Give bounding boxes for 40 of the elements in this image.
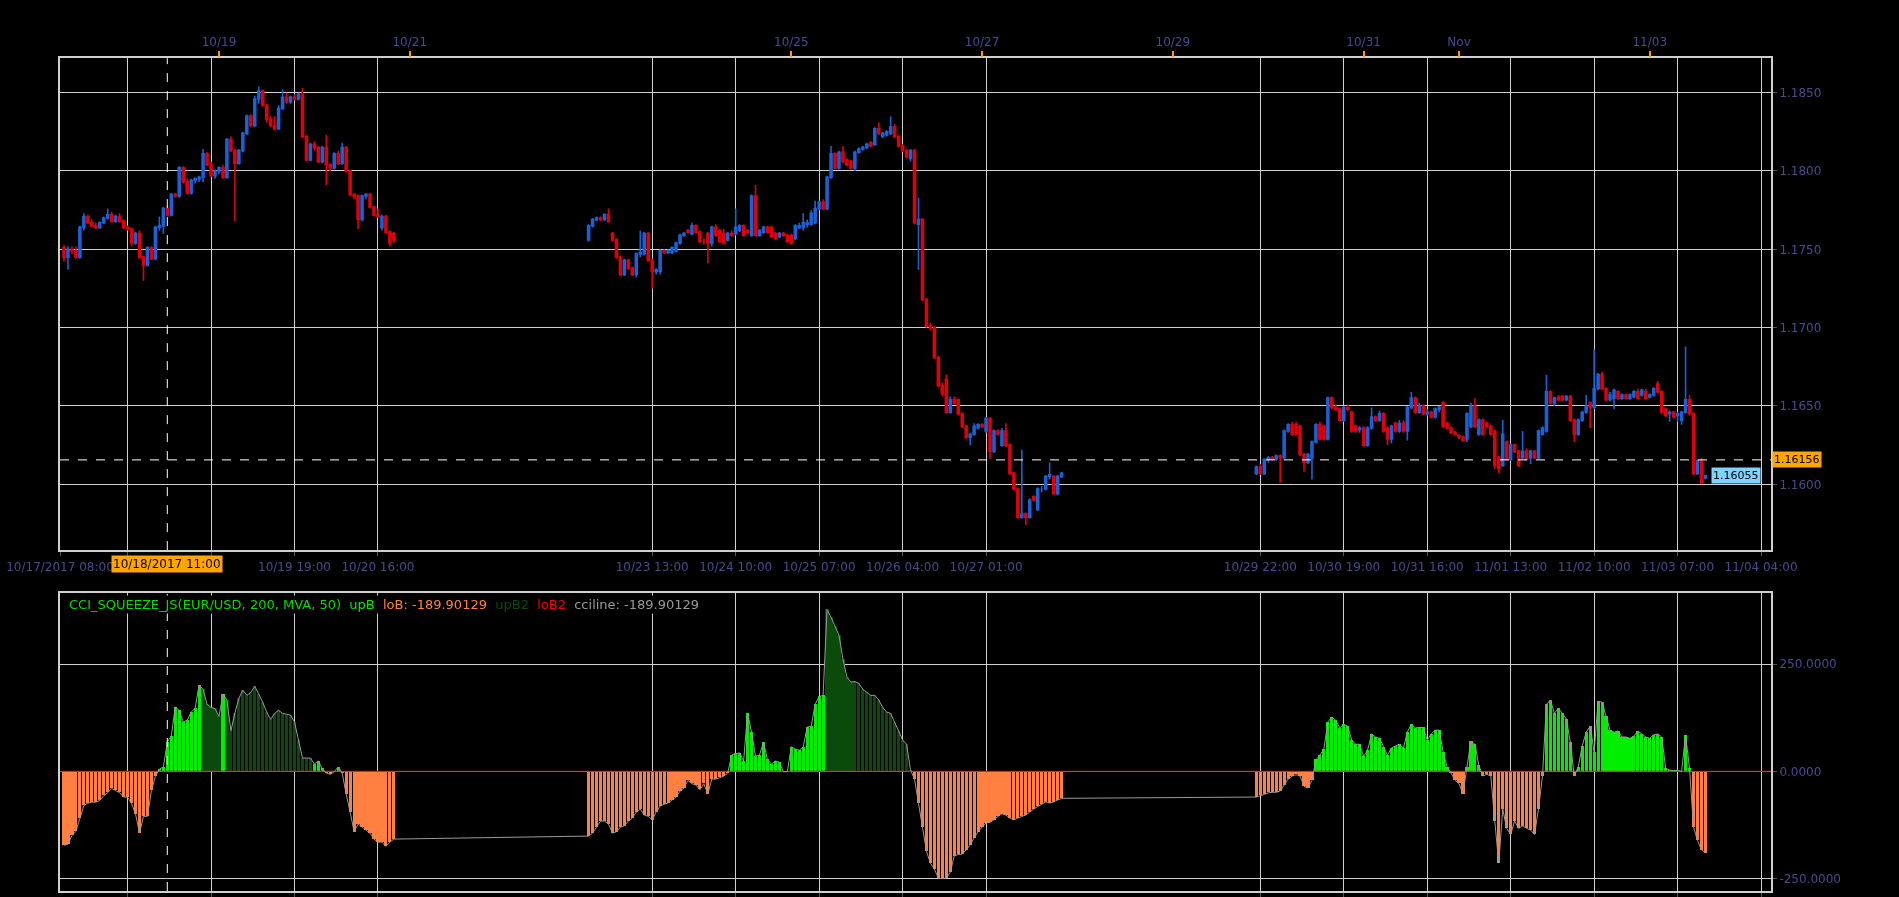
ref-line-label: 10/18/2017 11:00 [113, 557, 221, 571]
x2-tick-label: 10/27 [964, 35, 1000, 50]
x-tick-label: 10/24 10:00 [699, 559, 773, 574]
x2-tick-label: 10/25 [774, 35, 809, 50]
y-tick-label: 1.1700 [1779, 320, 1822, 335]
x-tick-label: 10/29 22:00 [1223, 559, 1297, 574]
y-tick-label: 1.1750 [1779, 242, 1822, 257]
x-tick-label: 10/20 16:00 [341, 559, 415, 574]
x-tick-label: 10/26 04:00 [866, 559, 940, 574]
text: loB2 [537, 597, 566, 612]
y-tick-label: 0.0000 [1779, 764, 1822, 779]
x2-tick-label: 11/03 [1632, 35, 1668, 50]
text: upB [349, 597, 375, 612]
x-tick-label: 10/23 13:00 [615, 559, 689, 574]
x2-tick-label: 10/29 [1155, 35, 1191, 50]
x2-tick-label: 10/21 [392, 35, 428, 50]
x-tick-label: 10/27 01:00 [949, 559, 1023, 574]
x-tick-label: 10/25 07:00 [782, 559, 856, 574]
x-tick-label: 10/19 19:00 [258, 559, 331, 574]
x-tick-label: 11/04 04:00 [1724, 559, 1798, 574]
y-tick-label: 1.1800 [1779, 164, 1822, 179]
text: cciline: -189.90129 [574, 597, 700, 612]
text: upB2 [495, 597, 529, 612]
y-tick-label: 250.0000 [1779, 657, 1837, 672]
ref-line-label: 1.16156 [1774, 453, 1820, 466]
chart-title: CCI_SQUEEZE_JS(EUR/USD, 200, MVA, 50) [69, 597, 342, 612]
x-tick-label: 11/03 07:00 [1641, 559, 1715, 574]
y-tick-label: 1.1600 [1779, 477, 1822, 492]
x-tick-label: 10/31 16:00 [1390, 559, 1464, 574]
text: loB: -189.90129 [382, 597, 487, 612]
x2-tick-label: 10/19 [201, 35, 237, 50]
x-tick-label: 10/30 19:00 [1307, 559, 1381, 574]
x2-tick-label: 10/31 [1346, 35, 1381, 50]
annotation: 1.16055 [1713, 469, 1759, 482]
x2-tick-label: Nov [1447, 35, 1471, 50]
y-tick-label: -250.0000 [1779, 871, 1841, 886]
x-tick-label: 11/02 10:00 [1557, 559, 1631, 574]
y-tick-label: 1.1850 [1779, 85, 1822, 100]
x-tick-label: 11/01 13:00 [1474, 559, 1548, 574]
y-tick-label: 1.1650 [1779, 399, 1822, 414]
